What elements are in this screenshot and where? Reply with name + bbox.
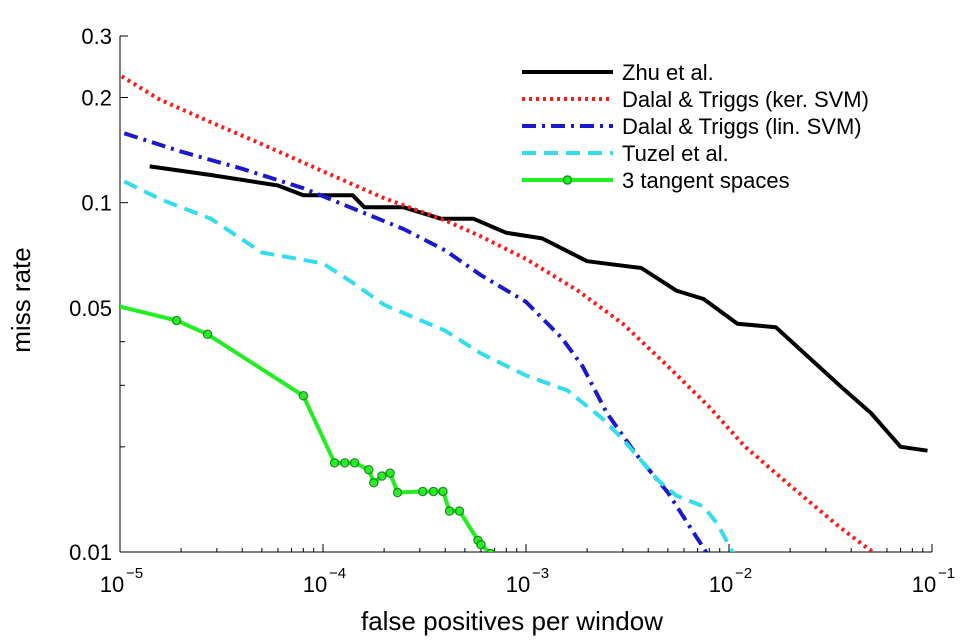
series-marker-fill [456,508,463,515]
y-tick-label: 0.2 [81,86,112,111]
series-marker-fill [300,392,307,399]
x-tick-label: 10 [100,572,124,597]
series-tuzel-et-al- [123,179,735,552]
series-marker-fill [394,489,401,496]
x-tick-exponent: −5 [126,565,143,582]
y-tick-label: 0.05 [69,296,112,321]
x-tick-label: 10 [912,572,936,597]
legend-entry: Zhu et al. [622,60,714,85]
series-3-tangent-spaces [120,304,496,552]
series-marker-fill [446,508,453,515]
y-tick-label: 0.3 [81,24,112,49]
y-tick-label: 0.1 [81,191,112,216]
series-line [120,74,876,552]
series-marker-fill [430,488,437,495]
series-marker-fill [341,459,348,466]
series-marker [340,458,350,468]
x-tick-exponent: −2 [735,565,752,582]
series-marker-fill [439,488,446,495]
series-dalal-triggs-ker-svm- [120,74,876,552]
legend-entry: Tuzel et al. [622,141,729,166]
series-marker [349,458,360,468]
series-marker-fill [351,459,358,466]
series-marker [377,471,387,481]
x-tick-exponent: −1 [938,565,955,582]
series-marker-fill [370,479,377,486]
series-marker-fill [474,537,481,544]
series-line [120,304,493,552]
series-dalal-triggs-lin-svm- [123,131,709,552]
series-marker [417,486,428,497]
x-tick-label: 10 [303,572,327,597]
series-marker [298,391,309,401]
series-marker [363,464,374,475]
series-marker [369,477,379,488]
series-zhu-et-al- [149,164,928,453]
legend: Zhu et al.Dalal & Triggs (ker. SVM)Dalal… [522,60,869,193]
series-marker [392,487,403,498]
x-axis-title: false positives per window [361,606,663,636]
series-marker [202,329,213,340]
series-marker [454,506,465,516]
legend-entry: Dalal & Triggs (ker. SVM) [622,87,869,112]
series-marker-fill [477,541,484,548]
series-marker [486,548,496,552]
series-marker-fill [173,317,180,324]
legend-entry: Dalal & Triggs (lin. SVM) [622,114,862,139]
series-marker-fill [378,473,385,480]
series-marker [444,506,455,516]
series-marker [428,486,439,497]
series-marker [476,539,486,550]
series-line [123,179,735,552]
axes: 10 −5 10 −4 10 −3 10 −2 10 −10.010.050.10.20.3 [69,24,955,597]
series-marker [171,315,182,326]
x-tick-label: 10 [506,572,530,597]
plot-area [120,74,928,552]
y-tick-label: 0.01 [69,540,112,565]
x-tick-exponent: −3 [532,565,549,582]
series-marker-fill [365,466,372,473]
legend-marker [562,175,573,185]
series-marker [329,458,340,468]
legend-entry: 3 tangent spaces [622,168,790,193]
series-marker-fill [387,470,394,477]
series-marker [385,468,395,479]
series-marker-fill [331,459,338,466]
x-tick-label: 10 [709,572,733,597]
series-marker [438,486,448,497]
series-marker-fill [488,550,494,552]
y-axis-title: miss rate [6,247,36,352]
x-tick-exponent: −4 [329,565,346,582]
series-marker-fill [419,488,426,495]
series-marker-fill [204,331,211,338]
series-line [123,131,709,552]
series-line [149,164,928,453]
